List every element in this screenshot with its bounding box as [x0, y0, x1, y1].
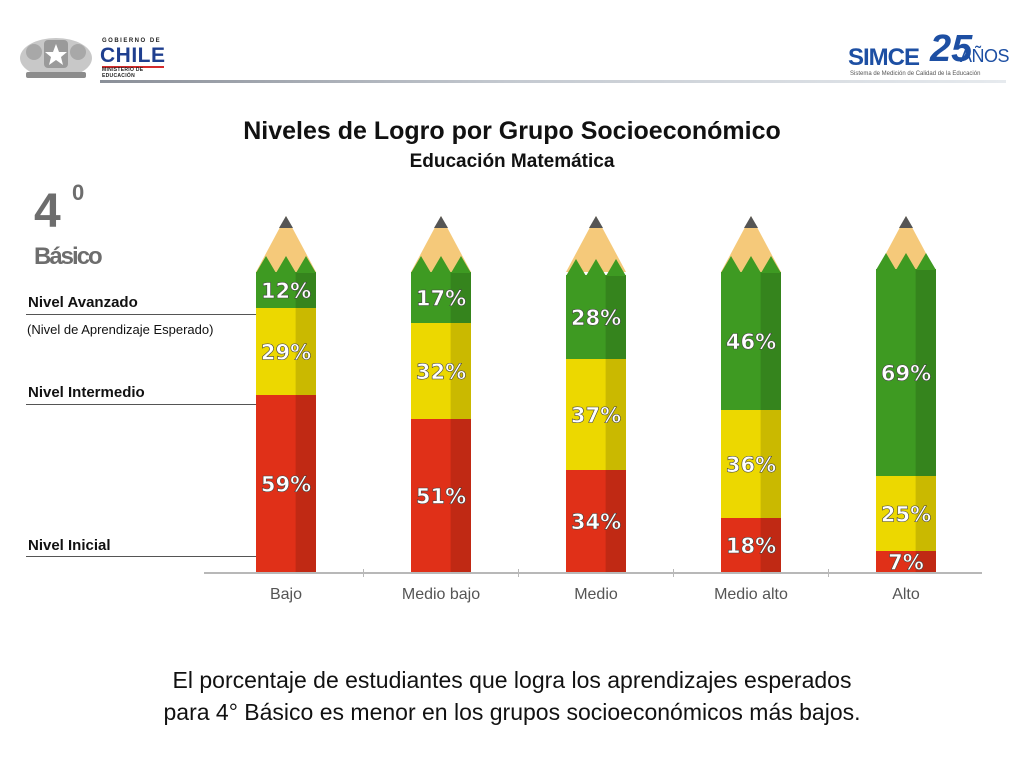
bar-shade-inicial-medio [605, 470, 626, 572]
bar-intermedio-bajo [256, 308, 316, 395]
data-label-inicial-bajo: 59% [261, 473, 311, 497]
bar-shade-intermedio-medio-bajo [450, 323, 471, 419]
level-note-avanzado: (Nivel de Aprendizaje Esperado) [27, 322, 214, 337]
data-label-inicial-medio-bajo: 51% [416, 485, 466, 509]
page-title: Niveles de Logro por Grupo Socioeconómic… [243, 117, 781, 145]
data-label-avanzado-medio-bajo: 17% [416, 287, 466, 311]
category-label-bajo: Bajo [270, 586, 302, 603]
bar-intermedio-medio-alto [721, 410, 781, 518]
data-label-avanzado-medio: 28% [571, 306, 621, 330]
chile-coat-of-arms-icon [20, 38, 92, 78]
bar-inicial-alto [876, 551, 936, 572]
data-label-inicial-medio-alto: 18% [726, 534, 776, 558]
bar-shade-inicial-alto [915, 551, 936, 572]
bar-avanzado-alto [876, 269, 936, 476]
bar-shade-inicial-bajo [295, 395, 316, 572]
simce-logo: SIMCE 25 AÑOS Sistema de Medición de Cal… [846, 28, 1010, 80]
bar-shade-inicial-medio-bajo [450, 419, 471, 572]
bar-avanzado-medio-bajo [411, 272, 471, 323]
pencil-lead-tip-alto [899, 216, 913, 228]
bar-shade-avanzado-medio-alto [760, 272, 781, 410]
data-label-inicial-alto: 7% [888, 551, 924, 575]
data-label-intermedio-medio-bajo: 32% [416, 360, 466, 384]
grade-number: 4 [34, 185, 61, 238]
pencil-lead-tip-medio-alto [744, 216, 758, 228]
bar-shade-inicial-medio-alto [760, 518, 781, 572]
gobierno-de-chile-logo: GOBIERNO DE CHILE MINISTERIO DE EDUCACIÓ… [16, 22, 176, 84]
grade-superscript: 0 [72, 180, 85, 205]
bar-inicial-medio-alto [721, 518, 781, 572]
bar-shade-avanzado-bajo [295, 272, 316, 308]
pencil-wood-tip-medio-bajo [411, 216, 471, 272]
pencil-wood-tip-bajo [256, 216, 316, 272]
bar-avanzado-bajo [256, 272, 316, 308]
pencil-zigzag-medio [566, 259, 626, 276]
bar-intermedio-medio-bajo [411, 323, 471, 419]
bar-inicial-medio-bajo [411, 419, 471, 572]
category-label-medio-bajo: Medio bajo [402, 586, 480, 603]
bar-intermedio-medio [566, 359, 626, 470]
data-label-avanzado-medio-alto: 46% [726, 330, 776, 354]
stacked-pencil-chart: 59% 29% 12% Bajo 51% 32% 17% Medio bajo 34% 37% 28… [204, 216, 982, 603]
category-label-medio-alto: Medio alto [714, 586, 788, 603]
pencil-zigzag-medio-bajo [411, 256, 471, 273]
pencil-lead-tip-medio-bajo [434, 216, 448, 228]
data-label-inicial-medio: 34% [571, 510, 621, 534]
bar-avanzado-medio [566, 275, 626, 359]
data-label-intermedio-alto: 25% [881, 503, 931, 527]
simce-anniversary-number: 25 [930, 28, 973, 70]
grade-word: Básico [34, 243, 103, 270]
simce-word: SIMCE [848, 44, 920, 71]
gov-red-bar [102, 66, 164, 68]
bar-shade-intermedio-bajo [295, 308, 316, 395]
category-label-medio: Medio [574, 586, 618, 603]
data-label-intermedio-medio-alto: 36% [726, 453, 776, 477]
bar-shade-intermedio-alto [915, 476, 936, 551]
level-line-inicial [26, 556, 258, 557]
simce-tagline: Sistema de Medición de Calidad de la Edu… [850, 71, 981, 77]
bar-shade-avanzado-medio-bajo [450, 272, 471, 323]
pencil-zigzag-bajo [256, 256, 316, 273]
bar-shade-intermedio-medio [605, 359, 626, 470]
caption: El porcentaje de estudiantes que logra l… [60, 664, 964, 728]
simce-anos: AÑOS [960, 46, 1010, 66]
bar-intermedio-alto [876, 476, 936, 551]
caption-line-1: El porcentaje de estudiantes que logra l… [172, 667, 852, 693]
pencil-wood-tip-medio [566, 216, 626, 272]
level-label-inicial: Nivel Inicial [28, 537, 111, 554]
pencil-wood-tip-medio-alto [721, 216, 781, 272]
level-label-avanzado: Nivel Avanzado [28, 294, 138, 311]
bar-avanzado-medio-alto [721, 272, 781, 410]
pencil-lead-tip-medio [589, 216, 603, 228]
level-line-avanzado [26, 314, 258, 315]
page-subtitle: Educación Matemática [409, 151, 615, 172]
data-label-intermedio-medio: 37% [571, 404, 621, 428]
pencil-lead-tip-bajo [279, 216, 293, 228]
gov-big-text: CHILE [100, 44, 166, 67]
gov-small-text: GOBIERNO DE [102, 38, 162, 44]
gov-ministry-text: MINISTERIO DE EDUCACIÓN [102, 67, 144, 79]
level-line-intermedio [26, 404, 258, 405]
level-label-intermedio: Nivel Intermedio [28, 384, 145, 401]
bar-shade-intermedio-medio-alto [760, 410, 781, 518]
data-label-intermedio-bajo: 29% [261, 341, 311, 365]
bar-inicial-bajo [256, 395, 316, 572]
data-label-avanzado-alto: 69% [881, 362, 931, 386]
bar-inicial-medio [566, 470, 626, 572]
bar-shade-avanzado-alto [915, 269, 936, 476]
pencil-wood-tip-alto [876, 216, 936, 272]
header-divider [100, 80, 1006, 83]
caption-line-2: para 4° Básico es menor en los grupos so… [163, 699, 861, 725]
pencil-zigzag-medio-alto [721, 256, 781, 273]
pencil-zigzag-alto [876, 253, 936, 270]
category-label-alto: Alto [892, 586, 920, 603]
data-label-avanzado-bajo: 12% [261, 279, 311, 303]
bar-shade-avanzado-medio [605, 275, 626, 359]
